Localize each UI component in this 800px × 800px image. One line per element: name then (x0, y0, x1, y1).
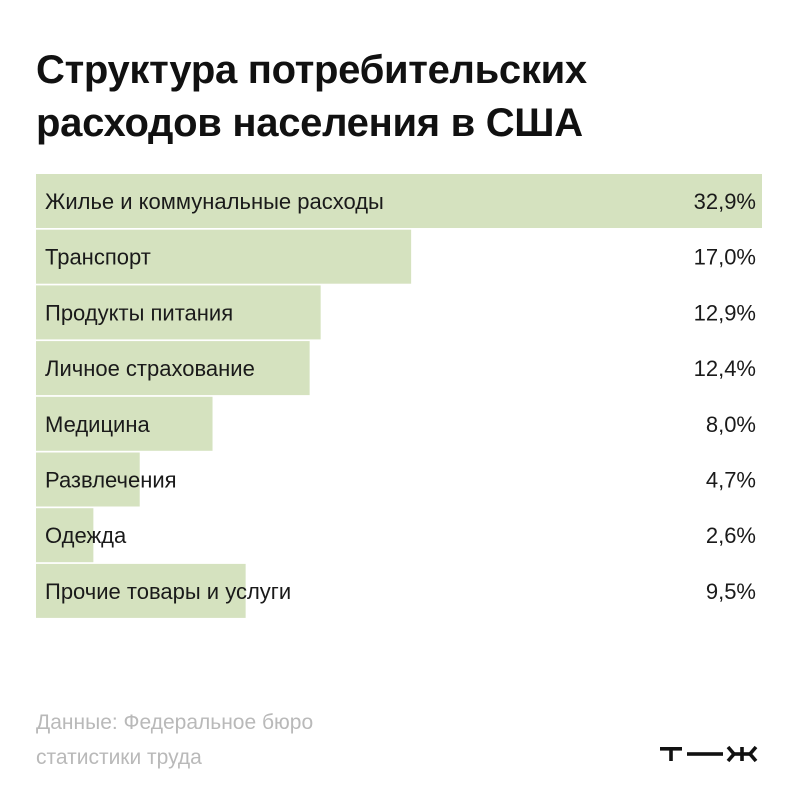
bar-7 (36, 508, 94, 563)
bar-label-5: Медицина (45, 412, 150, 437)
bar-label-1: Жилье и коммунальные расходы (45, 189, 384, 214)
bar-value-2: 17,0% (694, 245, 756, 270)
bar-label-4: Личное страхование (45, 356, 255, 381)
bar-label-2: Транспорт (45, 245, 151, 270)
bar-value-7: 2,6% (706, 523, 756, 548)
bar-3 (36, 285, 321, 340)
chart-title-line-2: расходов населения в США (36, 101, 583, 145)
bar-1 (36, 174, 762, 228)
bar-value-4: 12,4% (694, 356, 756, 381)
bar-value-6: 4,7% (706, 468, 756, 493)
bar-value-1: 32,9% (694, 189, 756, 214)
bar-8 (36, 563, 246, 618)
data-source-line-2: статистики труда (36, 746, 202, 769)
data-source: Данные: Федеральное бюро статистики труд… (36, 705, 456, 775)
bar-label-7: Одежда (45, 523, 127, 548)
bar-5 (36, 396, 213, 451)
bar-6 (36, 452, 140, 507)
chart-title: Структура потребительских расходов насел… (36, 44, 776, 150)
bar-label-3: Продукты питания (45, 300, 233, 325)
bar-value-5: 8,0% (706, 412, 756, 437)
bar-value-8: 9,5% (706, 579, 756, 604)
chart-title-line-1: Структура потребительских (36, 48, 587, 92)
brand-logo (660, 738, 764, 770)
bar-label-8: Прочие товары и услуги (45, 579, 291, 604)
data-source-line-1: Данные: Федеральное бюро (36, 711, 314, 734)
bar-label-6: Развлечения (45, 468, 177, 493)
tj-logo-icon (660, 745, 758, 763)
bar-4 (36, 341, 310, 396)
bar-2 (36, 229, 412, 284)
bar-value-3: 12,9% (694, 300, 756, 325)
